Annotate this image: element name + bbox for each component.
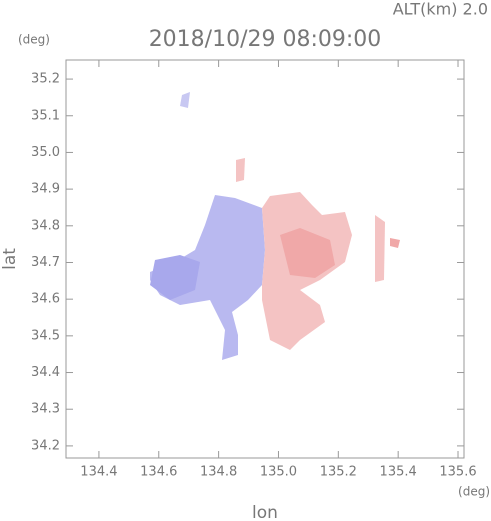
x-tick-label: 134.4 <box>80 465 117 480</box>
x-tick-label: 135.2 <box>320 465 357 480</box>
x-tick-label: 135.4 <box>380 465 417 480</box>
chart-title: 2018/10/29 08:09:00 <box>149 27 382 52</box>
y-tick-label: 34.7 <box>31 255 60 270</box>
x-tick-label: 135.0 <box>260 465 297 480</box>
y-tick-label: 35.0 <box>31 145 60 160</box>
y-unit: (deg) <box>18 33 50 47</box>
chart-subtitle: ALT(km) 2.0 <box>393 0 488 19</box>
y-tick-label: 34.3 <box>31 402 60 417</box>
y-tick-label: 34.8 <box>31 218 60 233</box>
red-core <box>280 228 335 278</box>
x-tick-label: 134.6 <box>140 465 177 480</box>
y-tick-label: 34.9 <box>31 182 60 197</box>
red-patch <box>236 158 245 182</box>
blue-patch <box>180 92 190 108</box>
y-axis-label: lat <box>0 248 20 270</box>
blue-core <box>150 255 200 300</box>
red-patch <box>375 215 385 282</box>
y-tick-label: 35.1 <box>31 108 60 123</box>
plot-frame <box>65 59 465 459</box>
y-tick-label: 34.4 <box>31 365 60 380</box>
x-tick-label: 135.6 <box>439 465 476 480</box>
blue-region <box>150 195 265 360</box>
x-unit: (deg) <box>458 485 490 499</box>
velocity-field <box>150 92 400 360</box>
y-tick-label: 34.2 <box>31 438 60 453</box>
x-tick-label: 134.8 <box>200 465 237 480</box>
red-patch <box>390 238 400 248</box>
y-tick-label: 35.2 <box>31 72 60 87</box>
y-tick-label: 34.5 <box>31 328 60 343</box>
y-tick-label: 34.6 <box>31 292 60 307</box>
x-axis-label: lon <box>252 503 278 521</box>
